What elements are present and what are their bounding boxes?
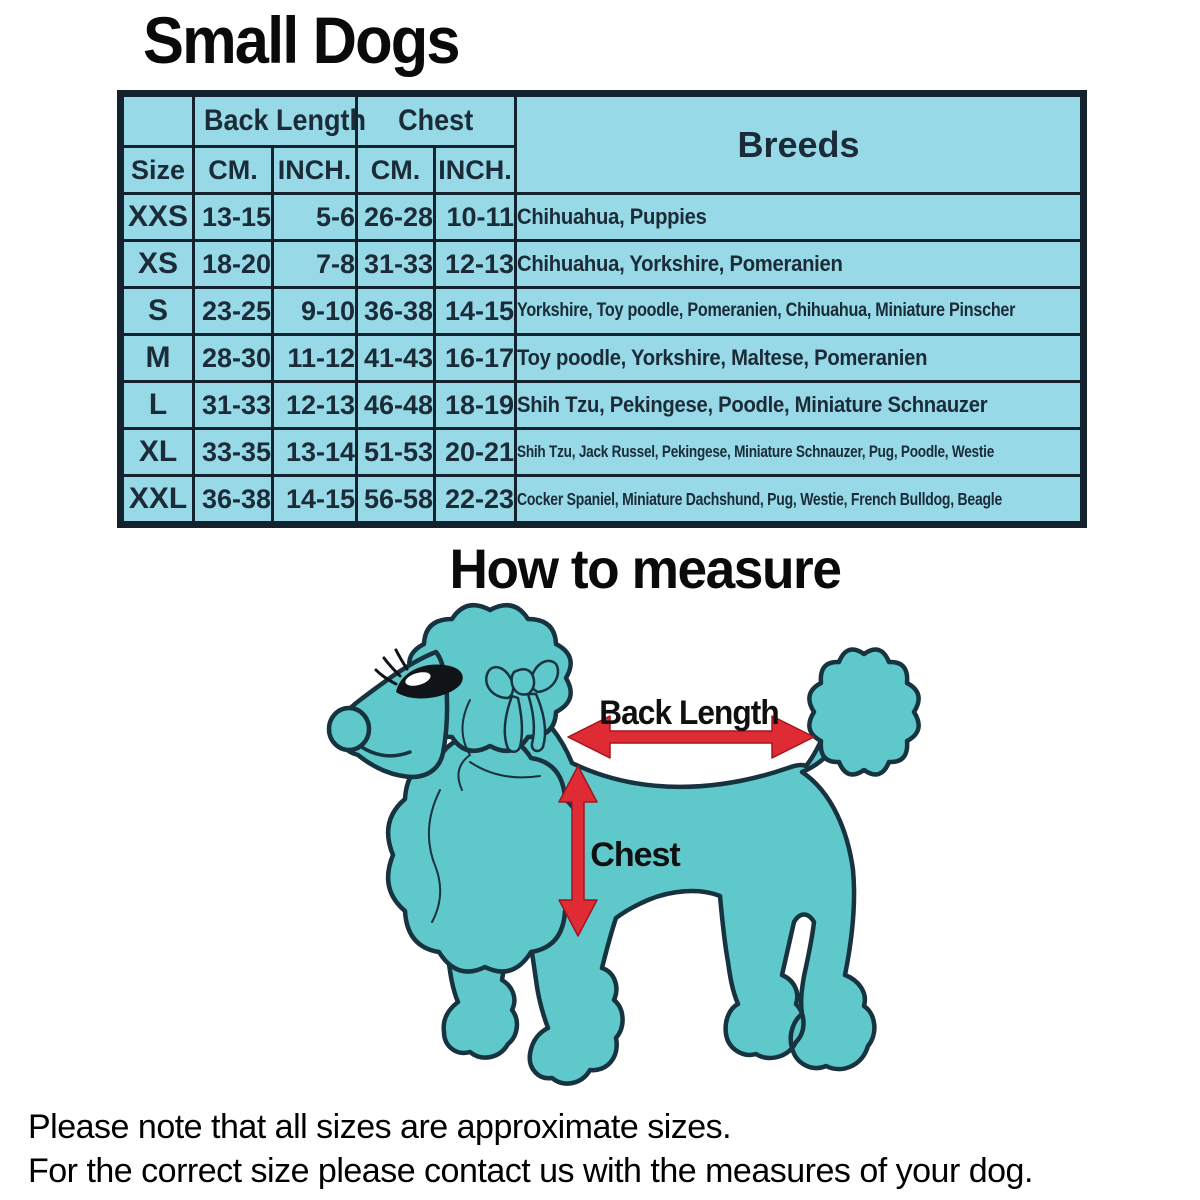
size-header: Size [119,145,195,195]
head-detail-line [457,699,471,791]
back-inch-value: 7-8 [271,239,358,289]
breeds-value: Cocker Spaniel, Miniature Dachshund, Pug… [514,474,1086,526]
back-cm-value: 33-35 [192,427,274,477]
size-value: XXL [119,474,195,526]
breeds-value: Shih Tzu, Pekingese, Poodle, Miniature S… [514,380,1086,430]
empty-corner-cell [119,92,195,148]
breeds-text: Chihuahua, Puppies [517,204,707,229]
chest-cm-value: 36-38 [355,286,436,336]
back-inch-value: 14-15 [271,474,358,526]
header-row-units: Size CM. INCH. CM. INCH. [119,145,1084,195]
table-row-xl: XL 33-35 13-14 51-53 20-21 Shih Tzu, Jac… [119,427,1086,477]
table-row-xxl: XXL 36-38 14-15 56-58 22-23 Cocker Spani… [119,474,1086,526]
chest-inch-value: 10-11 [432,192,518,242]
back-length-label: Back Length [599,694,779,732]
size-value: XS [119,239,195,289]
table-row-xxs: XXS 13-15 5-6 26-28 10-11 Chihuahua, Pup… [119,192,1086,242]
breeds-value: Chihuahua, Yorkshire, Pomeranien [514,239,1086,289]
breeds-text: Yorkshire, Toy poodle, Pomeranien, Chihu… [517,300,1016,321]
chest-cm-value: 46-48 [355,380,436,430]
chest-group-header: Chest [354,92,518,148]
breeds-value: Toy poodle, Yorkshire, Maltese, Pomerani… [514,333,1086,383]
poodle-measure-diagram [326,602,921,1086]
back-length-arrow [567,715,815,759]
breeds-header: Breeds [514,92,1086,195]
mane-detail-line [469,761,541,779]
table-row-l: L 31-33 12-13 46-48 18-19 Shih Tzu, Peki… [119,380,1086,430]
back-inch-header: INCH. [271,145,358,195]
size-value: XXS [119,192,195,242]
chest-inch-value: 18-19 [432,380,518,430]
size-chart-table: Back Length Chest Breeds Size CM. INCH. … [117,90,1088,528]
bow-icon [485,659,560,753]
back-inch-value: 12-13 [271,380,358,430]
chest-cm-value: 41-43 [355,333,436,383]
chest-inch-value: 22-23 [432,474,518,526]
chest-cm-value: 26-28 [355,192,436,242]
back-cm-header: CM. [192,145,274,195]
chest-cm-value: 31-33 [355,239,436,289]
note-line-2: For the correct size please contact us w… [28,1152,1033,1190]
breeds-value: Shih Tzu, Jack Russel, Pekingese, Miniat… [514,427,1086,477]
poodle-tail-pom [807,647,921,777]
table-row-xs: XS 18-20 7-8 31-33 12-13 Chihuahua, York… [119,239,1086,289]
back-cm-value: 31-33 [192,380,274,430]
header-row-groups: Back Length Chest Breeds [119,92,1086,195]
back-cm-value: 18-20 [192,239,274,289]
table-row-m: M 28-30 11-12 41-43 16-17 Toy poodle, Yo… [119,333,1086,383]
chest-cm-value: 51-53 [355,427,436,477]
back-cm-value: 28-30 [192,333,274,383]
poodle-smile [358,744,412,758]
chest-inch-value: 16-17 [432,333,518,383]
back-inch-value: 13-14 [271,427,358,477]
back-inch-value: 9-10 [271,286,358,336]
poodle-nose [326,705,372,753]
chest-cm-value: 56-58 [355,474,436,526]
chest-inch-header: INCH. [432,145,518,195]
chest-inch-value: 20-21 [432,427,518,477]
back-cm-value: 36-38 [192,474,274,526]
note-line-1: Please note that all sizes are approxima… [28,1108,732,1146]
chest-label: Chest [590,836,680,874]
chest-inch-value: 12-13 [432,239,518,289]
chest-header-label: Chest [398,104,474,137]
breeds-value: Yorkshire, Toy poodle, Pomeranien, Chihu… [514,286,1086,336]
back-inch-value: 11-12 [271,333,358,383]
table-row-s: S 23-25 9-10 36-38 14-15 Yorkshire, Toy … [119,286,1086,336]
page-title: Small Dogs [143,3,461,77]
back-inch-value: 5-6 [271,192,358,242]
back-length-group-header: Back Length [192,92,366,148]
back-cm-value: 13-15 [192,192,274,242]
poodle-eye [374,648,463,699]
size-value: M [119,333,195,383]
chest-arrow [558,765,598,937]
size-value: S [119,286,195,336]
breeds-text: Chihuahua, Yorkshire, Pomeranien [517,251,843,276]
breeds-text: Shih Tzu, Pekingese, Poodle, Miniature S… [517,392,988,417]
back-length-header-label: Back Length [204,104,367,137]
how-to-measure-heading: How to measure [449,537,842,600]
back-cm-value: 23-25 [192,286,274,336]
breeds-text: Shih Tzu, Jack Russel, Pekingese, Miniat… [517,442,995,461]
mane-detail-line [427,789,442,923]
breeds-text: Cocker Spaniel, Miniature Dachshund, Pug… [517,488,1003,509]
eyelashes [374,648,409,686]
size-value: XL [119,427,195,477]
chest-cm-header: CM. [355,145,436,195]
breeds-text: Toy poodle, Yorkshire, Maltese, Pomerani… [517,345,928,370]
chest-inch-value: 14-15 [432,286,518,336]
size-value: L [119,380,195,430]
breeds-value: Chihuahua, Puppies [514,192,1086,242]
